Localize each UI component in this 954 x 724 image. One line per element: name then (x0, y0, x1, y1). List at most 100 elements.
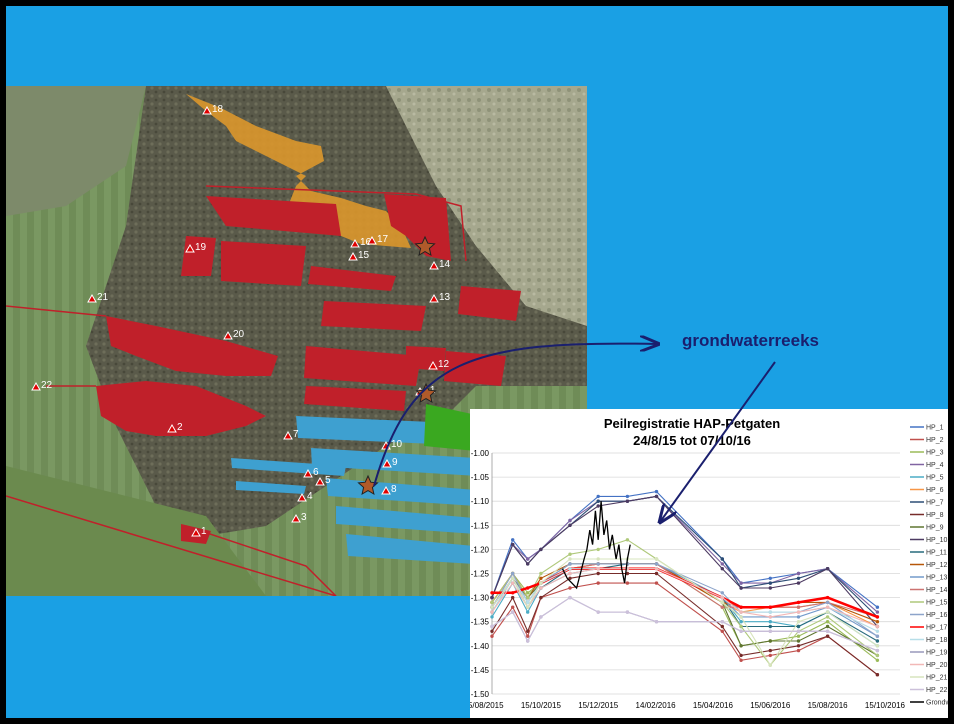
data-point (720, 567, 724, 571)
legend-item: HP_11 (910, 550, 947, 557)
legend-label: HP_21 (926, 675, 948, 682)
y-tick-label: -1.35 (471, 618, 490, 627)
legend-label: HP_11 (926, 550, 947, 557)
data-point (490, 610, 494, 614)
legend-item: HP_4 (910, 462, 944, 469)
data-point (825, 595, 830, 600)
y-axis: -1.00 -1.05 -1.10 -1.15 -1.20 -1.25 -1.30 -1.35… (471, 449, 493, 699)
legend-label: HP_13 (926, 575, 948, 582)
data-point (768, 581, 772, 585)
star-marker (414, 235, 436, 257)
data-point (720, 620, 724, 624)
groundwater-callout: grondwaterreeks (682, 331, 819, 350)
data-point (796, 615, 801, 619)
data-point (768, 605, 772, 609)
data-point (720, 557, 724, 561)
legend-label: HP_12 (926, 562, 948, 569)
data-point (720, 605, 724, 609)
monitoring-point-label: 19 (195, 242, 207, 253)
monitoring-point-16: 16 (350, 237, 372, 248)
legend-label: HP_3 (926, 450, 944, 457)
y-tick-label: -1.00 (471, 449, 490, 458)
triangle-marker-icon (167, 423, 177, 433)
legend-item: HP_1 (910, 425, 944, 432)
data-point (739, 586, 743, 590)
data-point (739, 624, 743, 629)
x-tick-label: 15/10/2016 (865, 701, 906, 710)
data-point (796, 605, 801, 609)
legend-label: HP_5 (926, 475, 944, 482)
x-tick-label: 15/10/2015 (521, 701, 562, 710)
y-tick-label: -1.40 (471, 642, 490, 651)
legend-item: HP_22 (910, 687, 948, 694)
legend-label: HP_18 (926, 637, 948, 644)
boundary-lines (6, 185, 467, 596)
legend-item: HP_15 (910, 600, 948, 607)
data-point (596, 567, 600, 571)
legend-label: HP_2 (926, 437, 944, 444)
monitoring-point-label: 9 (392, 457, 398, 468)
data-point (539, 586, 543, 590)
triangle-marker-icon (315, 476, 325, 486)
legend-item: HP_2 (910, 437, 944, 444)
triangle-marker-icon (297, 492, 307, 502)
monitoring-point-label: 20 (233, 329, 245, 340)
monitoring-point-label: 8 (391, 484, 397, 495)
data-point (796, 624, 801, 629)
chart-legend: HP_1 HP_2 HP_3 HP_4 HP_5 HP_6 HP_7 HP_8 HP_9 HP_1… (910, 425, 948, 707)
data-point (568, 586, 572, 590)
data-point (511, 610, 515, 614)
y-tick-label: -1.20 (471, 545, 490, 554)
data-point (539, 571, 543, 576)
data-point (490, 591, 494, 595)
triangle-marker-icon (223, 330, 233, 340)
triangle-marker-icon (350, 238, 360, 248)
legend-item: HP_6 (910, 487, 944, 494)
monitoring-point-label: 18 (212, 104, 224, 115)
monitoring-point-13: 13 (429, 292, 451, 303)
legend-item: HP_12 (910, 562, 948, 569)
data-point (768, 586, 772, 590)
data-point (654, 581, 659, 585)
monitoring-point-2: 2 (167, 422, 183, 433)
data-point (875, 620, 880, 624)
data-point (825, 567, 830, 571)
monitoring-point-label: 1 (201, 526, 207, 537)
triangle-marker-icon (348, 251, 358, 261)
triangle-marker-icon (31, 381, 41, 391)
data-point (654, 620, 659, 624)
data-point (739, 581, 743, 585)
data-point (768, 624, 772, 629)
data-point (539, 581, 543, 585)
data-point (526, 610, 530, 614)
series-line (491, 495, 878, 627)
data-point (568, 576, 572, 580)
legend-item: HP_19 (910, 650, 948, 657)
data-point (490, 605, 494, 609)
monitoring-point-22: 22 (31, 380, 53, 391)
triangle-marker-icon (303, 468, 313, 478)
legend-label: HP_19 (926, 650, 948, 657)
data-point (490, 615, 494, 619)
data-point (539, 576, 543, 580)
data-point (539, 547, 543, 552)
data-point (720, 595, 724, 600)
triangle-marker-icon (283, 430, 293, 440)
data-point (596, 610, 600, 614)
data-point (720, 629, 724, 633)
data-point (768, 653, 772, 658)
x-tick-label: 15/08/2015 (470, 701, 504, 710)
data-point (654, 494, 659, 499)
data-point (526, 639, 530, 643)
legend-item: HP_7 (910, 500, 944, 507)
data-point (825, 620, 830, 624)
legend-label: HP_9 (926, 525, 944, 532)
y-tick-label: -1.15 (471, 521, 490, 530)
monitoring-point-label: 4 (307, 491, 313, 502)
series-line (491, 558, 878, 667)
data-point (526, 586, 530, 590)
triangle-marker-icon (429, 260, 439, 270)
data-point (739, 629, 743, 633)
data-point (539, 615, 543, 619)
data-point (796, 639, 801, 643)
